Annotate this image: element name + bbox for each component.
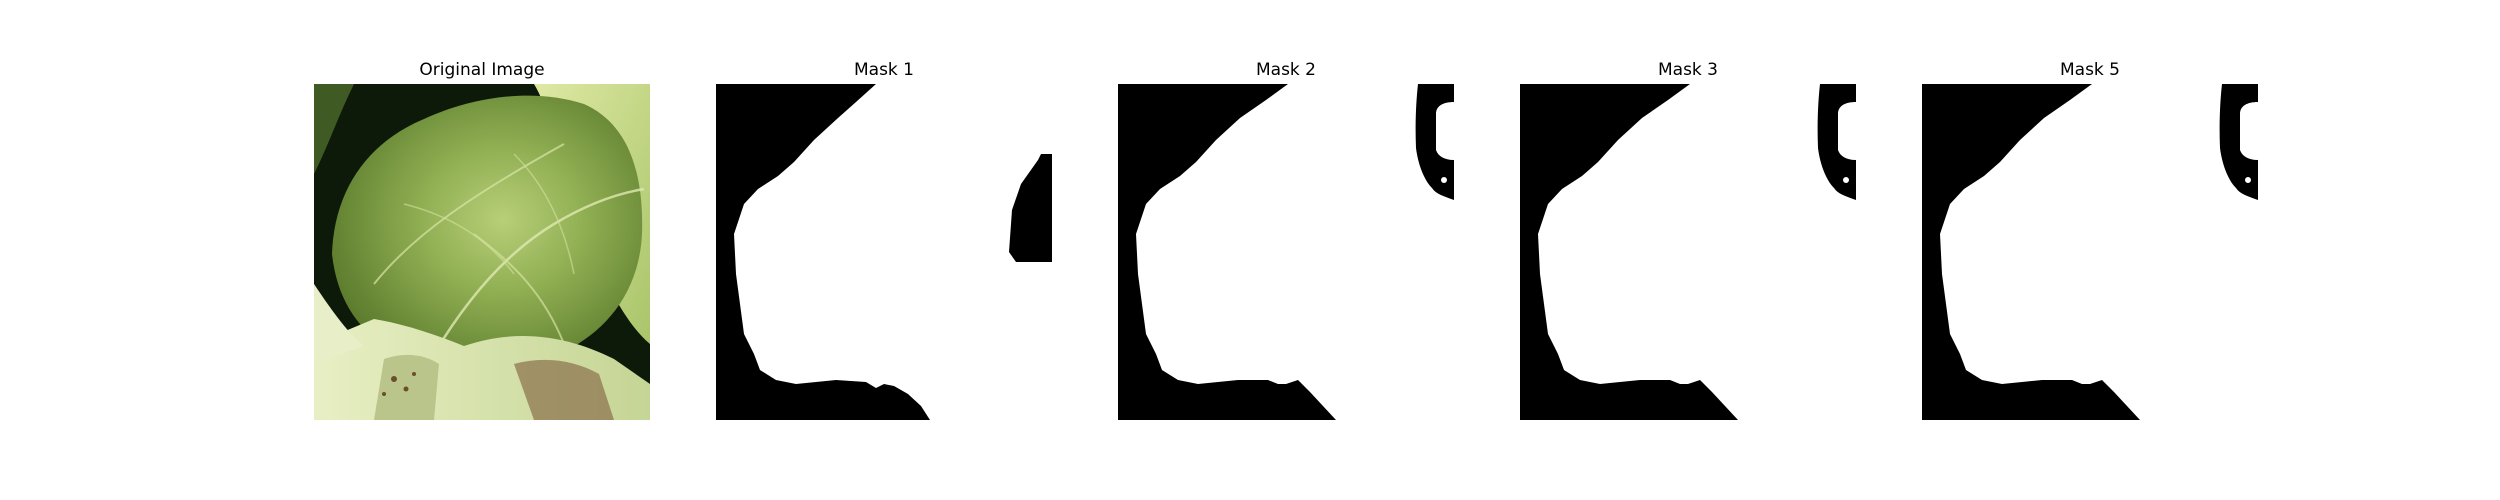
- mask-5-panel: [1922, 84, 2258, 420]
- panel-title-mask-5: Mask 5: [2059, 60, 2120, 80]
- mask-5-image: [1922, 84, 2258, 420]
- leaf-photo: [314, 84, 650, 420]
- mask-2-panel: [1118, 84, 1454, 420]
- mask-3-image: [1520, 84, 1856, 420]
- panel-title-mask-1: Mask 1: [853, 60, 914, 80]
- original-image-panel: [314, 84, 650, 420]
- panel-title-mask-2: Mask 2: [1255, 60, 1316, 80]
- mask-1-image: [716, 84, 1052, 420]
- mask-2-image: [1118, 84, 1454, 420]
- mask-3-panel: [1520, 84, 1856, 420]
- panel-title-mask-3: Mask 3: [1657, 60, 1718, 80]
- panel-title-original-image: Original Image: [419, 60, 545, 80]
- mask-1-panel: [716, 84, 1052, 420]
